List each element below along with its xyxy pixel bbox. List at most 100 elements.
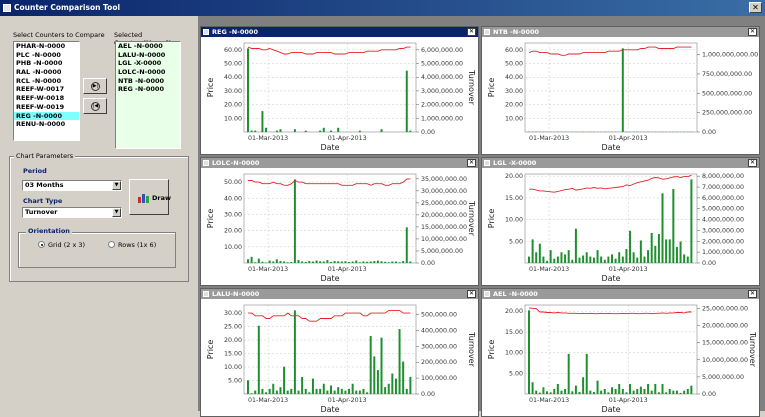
draw-label: Draw (152, 194, 171, 202)
turnover-bar (287, 262, 289, 263)
chart-close-button[interactable]: ✕ (467, 290, 476, 298)
turnover-bar (337, 387, 339, 394)
x-tick-label: 01-Apr-2013 (328, 135, 367, 142)
chart-panel-title[interactable]: LALU-N-0000✕ (201, 289, 478, 299)
draw-button[interactable]: Draw (129, 179, 169, 215)
turnover-bar (326, 260, 328, 263)
chart-close-button[interactable]: ✕ (467, 28, 476, 36)
window-close-button[interactable]: ✕ (749, 2, 762, 13)
turnover-bar (337, 128, 339, 132)
counter-list-item[interactable]: RCL -N-0000 (14, 77, 79, 86)
selected-counter-item[interactable]: LALU-N-0000 (116, 51, 180, 60)
y2-tick-label: 7,000,000.00 (702, 184, 744, 191)
turnover-bar (560, 391, 562, 394)
turnover-bar (312, 379, 314, 394)
turnover-bar (399, 329, 401, 394)
turnover-bar (557, 257, 559, 263)
turnover-bar (384, 262, 386, 263)
period-select[interactable]: 03 Months ▼ (22, 180, 122, 191)
period-dropdown-icon[interactable]: ▼ (112, 181, 121, 190)
turnover-bar (279, 129, 281, 132)
chart-panel-title[interactable]: LGL -X-0000✕ (482, 158, 759, 168)
turnover-bar (409, 262, 411, 263)
counter-list-item[interactable]: REEF-W-0019 (14, 103, 79, 112)
turnover-bar (305, 131, 307, 132)
turnover-bar (535, 391, 537, 394)
counter-list-item[interactable]: REEF-W-0017 (14, 85, 79, 94)
selected-counter-item[interactable]: AEL -N-0000 (116, 42, 180, 51)
chart-window-icon (203, 29, 209, 35)
y-tick-label: 30.00 (224, 88, 242, 95)
turnover-bar (384, 387, 386, 394)
y2-tick-label: 1,000,000,000.00 (702, 52, 758, 59)
turnover-bar (301, 262, 303, 263)
turnover-bar (600, 391, 602, 394)
remove-counter-button[interactable]: |◀ (83, 98, 107, 114)
y2-tick-label: 0.00 (421, 391, 435, 398)
turnover-bar (597, 381, 599, 394)
y2-axis-title: Turnover (748, 331, 757, 368)
turnover-bar (395, 262, 397, 263)
turnover-bar (294, 179, 296, 263)
chart-panel-title[interactable]: AEL -N-0000✕ (482, 289, 759, 299)
turnover-bar (377, 370, 379, 394)
y-tick-label: 50.00 (224, 179, 242, 186)
turnover-bar (298, 391, 300, 394)
y2-tick-label: 10,000,000.00 (421, 236, 467, 243)
turnover-bar (409, 377, 411, 394)
turnover-bar (370, 336, 372, 394)
y-tick-label: 20.00 (505, 102, 523, 109)
turnover-bar (542, 387, 544, 394)
counter-list-item[interactable]: PHB -N-0000 (14, 59, 79, 68)
counter-list-item[interactable]: PLC -N-0000 (14, 51, 79, 60)
chart-close-button[interactable]: ✕ (748, 159, 757, 167)
add-counter-button[interactable]: ▶| (83, 78, 107, 94)
turnover-bar (251, 131, 253, 132)
turnover-bar (323, 128, 325, 132)
selected-counter-item[interactable]: NTB -N-0000 (116, 77, 180, 86)
chart-type-dropdown-icon[interactable]: ▼ (112, 208, 121, 217)
orientation-group (18, 232, 176, 268)
turnover-bar (362, 262, 364, 263)
turnover-bar (348, 262, 350, 263)
chart-panel-title[interactable]: REG -N-0000✕ (201, 27, 478, 37)
counter-list-item[interactable]: RENU-N-0000 (14, 120, 79, 129)
chart-panel-title[interactable]: LOLC-N-0000✕ (201, 158, 478, 168)
turnover-bar (269, 389, 271, 394)
counter-list-item[interactable]: RAL -N-0000 (14, 68, 79, 77)
chart-close-button[interactable]: ✕ (748, 28, 757, 36)
add-arrow-icon: ▶| (91, 82, 100, 91)
chart-type-select[interactable]: Turnover ▼ (22, 207, 122, 218)
plot-area (244, 43, 416, 132)
chart-close-button[interactable]: ✕ (748, 290, 757, 298)
counter-list-item[interactable]: REEF-W-0018 (14, 94, 79, 103)
orientation-rows-radio[interactable] (108, 241, 115, 248)
turnover-bar (647, 384, 649, 394)
y-tick-label: 20.00 (224, 102, 242, 109)
turnover-bar (254, 391, 256, 394)
selected-counter-item[interactable]: LOLC-N-0000 (116, 68, 180, 77)
counter-list-item[interactable]: PHAR-N-0000 (14, 42, 79, 51)
turnover-bar (305, 389, 307, 394)
counter-list-item[interactable]: REG -N-0000 (14, 112, 79, 121)
selected-counter-item[interactable]: LGL -X-0000 (116, 59, 180, 68)
turnover-bar (654, 384, 656, 394)
y2-tick-label: 2,000,000.00 (702, 238, 744, 245)
turnover-bar (294, 129, 296, 132)
chart-window-icon (203, 160, 209, 166)
x-tick-label: 01-Apr-2013 (609, 135, 648, 142)
orientation-grid-radio[interactable] (38, 241, 45, 248)
window-title: Counter Comparison Tool (14, 3, 120, 12)
chart-panel-title[interactable]: NTB -N-0000✕ (482, 27, 759, 37)
selected-counter-item[interactable]: REG -N-0000 (116, 85, 180, 94)
plot-area (525, 43, 697, 132)
chart-close-button[interactable]: ✕ (467, 159, 476, 167)
